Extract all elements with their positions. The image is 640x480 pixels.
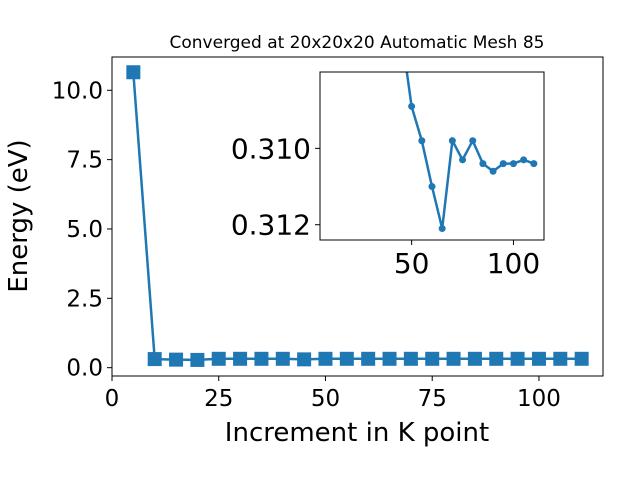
inset-data-point-marker (428, 183, 436, 191)
data-point-marker (446, 351, 461, 366)
inset-data-point-marker (469, 137, 477, 145)
y-tick-label: 0.0 (66, 356, 103, 382)
y-axis-label: Energy (eV) (4, 139, 34, 292)
inset-y-tick-label: 0.310 (231, 132, 311, 165)
inset-x-tick-label: 100 (487, 247, 540, 280)
inset-y-ticks: 0.310 0.312 (231, 132, 320, 242)
data-point-marker (233, 351, 248, 366)
inset-data-point-marker (489, 167, 497, 175)
inset-x-ticks: 50 100 (394, 240, 540, 280)
data-point-marker (510, 351, 525, 366)
inset-series (405, 72, 538, 233)
main-plot-frame (111, 56, 604, 377)
inset-plot: 50 100 0.310 0.312 (231, 71, 545, 280)
main-series (126, 65, 589, 367)
x-tick-label: 0 (105, 386, 120, 412)
data-point-marker (297, 352, 312, 367)
inset-y-tick-label: 0.312 (231, 209, 311, 242)
x-tick-label: 50 (311, 386, 340, 412)
data-point-marker (147, 352, 162, 367)
data-point-marker (190, 352, 205, 367)
data-point-marker (489, 351, 504, 366)
inset-x-tick-label: 50 (394, 247, 430, 280)
inset-data-point-marker (509, 160, 517, 168)
data-point-marker (553, 351, 568, 366)
inset-data-point-marker (448, 137, 456, 145)
inset-data-point-marker (479, 160, 487, 168)
x-tick-label: 75 (418, 386, 447, 412)
inset-data-point-marker (499, 160, 507, 168)
data-point-marker (403, 351, 418, 366)
data-point-marker (254, 351, 269, 366)
series-line (132, 72, 582, 362)
x-tick-label: 25 (204, 386, 233, 412)
inset-data-point-marker (530, 160, 538, 168)
y-tick-label: 2.5 (66, 286, 103, 312)
chart-title: Converged at 20x20x20 Automatic Mesh 85 (170, 33, 545, 53)
data-point-marker (531, 351, 546, 366)
x-tick-label: 100 (517, 386, 561, 412)
data-point-marker (339, 351, 354, 366)
inset-data-point-marker (418, 137, 426, 145)
data-point-marker (382, 351, 397, 366)
inset-data-point-marker (438, 225, 446, 233)
x-axis-label: Increment in K point (225, 418, 489, 448)
inset-background (320, 72, 544, 240)
main-plot: Converged at 20x20x20 Automatic Mesh 85 … (4, 33, 604, 448)
inset-data-point-marker (520, 156, 528, 164)
y-tick-label: 5.0 (66, 217, 103, 243)
data-point-marker (467, 351, 482, 366)
data-point-marker (318, 351, 333, 366)
data-point-marker (361, 351, 376, 366)
inset-data-point-marker (408, 102, 416, 110)
inset-plot-frame (319, 71, 545, 241)
data-point-marker (574, 351, 589, 366)
data-point-marker (211, 351, 226, 366)
y-tick-label: 10.0 (52, 78, 103, 104)
data-point-marker (126, 65, 141, 80)
y-tick-label: 7.5 (66, 148, 103, 174)
data-point-marker (425, 351, 440, 366)
main-x-ticks: 0 25 50 75 100 (105, 376, 561, 412)
data-point-marker (275, 351, 290, 366)
inset-data-point-marker (459, 156, 467, 164)
main-y-ticks: 0.0 2.5 5.0 7.5 10.0 (52, 78, 112, 382)
data-point-marker (169, 352, 184, 367)
